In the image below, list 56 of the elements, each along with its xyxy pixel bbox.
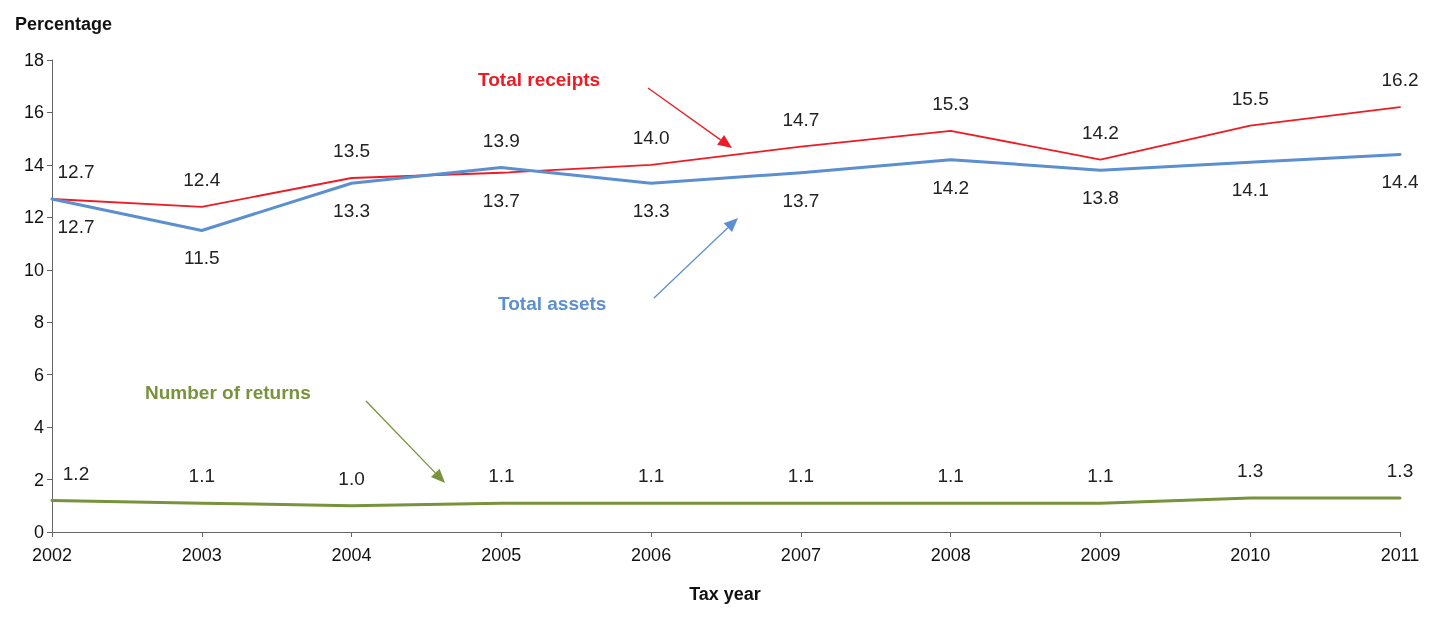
data-label: 13.5 [333, 140, 371, 161]
data-label: 1.1 [488, 465, 515, 487]
y-tick-label: 12 [23, 207, 44, 228]
data-label: 1.1 [637, 465, 665, 487]
data-label: 15.5 [1231, 87, 1269, 109]
y-tick-label: 14 [23, 154, 44, 175]
y-tick-label: 4 [33, 417, 44, 438]
data-label: 1.1 [188, 465, 215, 487]
data-label: 14.2 [932, 176, 970, 198]
x-axis-title: Tax year [689, 584, 761, 604]
x-tick-label: 2007 [780, 545, 821, 565]
data-label: 1.3 [1386, 459, 1414, 481]
y-axis-title: Percentage [15, 14, 113, 34]
y-tick-label: 8 [33, 312, 44, 333]
data-label: 13.8 [1081, 187, 1119, 209]
x-tick-label: 2010 [1230, 545, 1271, 565]
x-tick-label: 2006 [631, 545, 672, 565]
data-label: 15.3 [932, 92, 970, 114]
x-tick-label: 2008 [930, 545, 971, 565]
text: Number of returns [145, 382, 311, 403]
data-label: 12.7 [57, 215, 95, 237]
data-label: 13.9 [482, 129, 520, 151]
y-tick-label: 0 [33, 522, 44, 542]
data-label: 13.7 [482, 189, 520, 211]
data-label: 1.1 [937, 465, 964, 487]
x-tick-label: 2003 [181, 545, 222, 565]
data-label: 14.2 [1081, 121, 1119, 143]
data-label: 1.2 [62, 462, 90, 484]
y-tick-label: 18 [23, 50, 44, 70]
y-tick-label: 6 [33, 364, 44, 385]
x-tick-label: 2004 [331, 545, 372, 565]
data-label: 1.1 [1087, 465, 1114, 487]
y-tick-label: 2 [33, 469, 44, 490]
x-tick-label: 2005 [481, 545, 522, 565]
data-label: 14.1 [1231, 179, 1269, 201]
data-label: 14.7 [782, 108, 820, 130]
line-series [50, 496, 1402, 508]
data-label: 14.4 [1381, 171, 1419, 193]
data-label: 12.7 [57, 160, 95, 182]
data-label: 1.1 [787, 465, 815, 487]
data-label: 1.3 [1237, 459, 1264, 481]
data-label: 11.5 [183, 247, 220, 269]
x-tick-label: 2002 [31, 545, 73, 565]
data-label: 12.4 [183, 168, 221, 190]
data-label: 13.3 [632, 200, 670, 222]
text: Total receipts [478, 69, 601, 90]
x-tick-label: 2009 [1080, 545, 1121, 565]
data-label: 16.2 [1381, 69, 1419, 91]
text: Total assets [498, 293, 607, 314]
data-label: 13.3 [333, 200, 371, 222]
y-tick-label: 16 [23, 102, 44, 123]
y-tick-label: 10 [23, 259, 44, 280]
data-label: 13.7 [782, 189, 820, 211]
data-label: 1.0 [338, 467, 365, 489]
data-label: 14.0 [632, 126, 670, 148]
x-tick-label: 2011 [1380, 545, 1420, 565]
